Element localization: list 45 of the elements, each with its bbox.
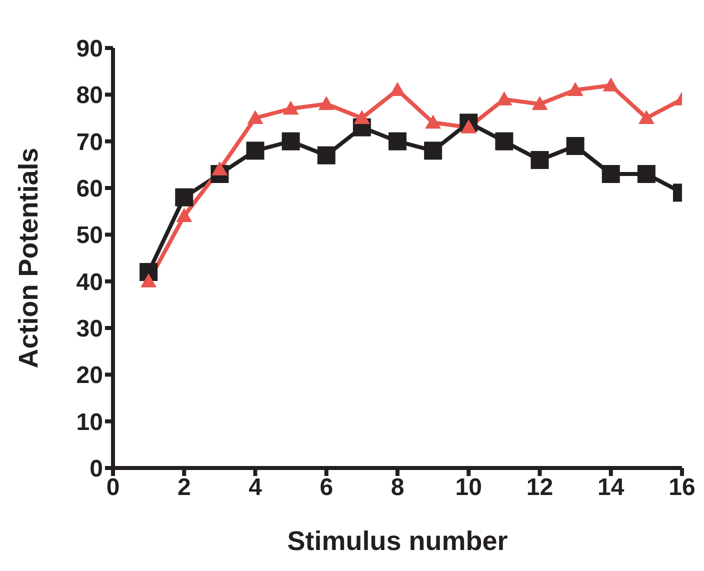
y-axis-title: Action Potentials <box>14 148 44 368</box>
x-tick-label: 2 <box>177 474 191 502</box>
y-tick-label: 50 <box>76 222 103 250</box>
point <box>247 110 264 124</box>
x-tick-label: 10 <box>455 474 482 502</box>
y-tick-label: 0 <box>90 456 103 483</box>
point <box>567 82 584 96</box>
point <box>354 110 370 124</box>
point <box>530 151 549 169</box>
point <box>212 161 228 176</box>
y-tick-label: 20 <box>76 362 103 390</box>
y-tick-label: 70 <box>76 128 103 156</box>
point <box>388 132 406 150</box>
point <box>638 110 654 124</box>
x-tick-label: 8 <box>390 474 404 502</box>
x-axis-title: Stimulus number <box>287 526 508 556</box>
point <box>282 100 299 115</box>
point <box>602 77 619 92</box>
point <box>566 137 584 155</box>
y-tick-label: 40 <box>76 268 103 296</box>
x-tick-label: 4 <box>248 474 263 502</box>
x-tick-label: 12 <box>526 474 554 502</box>
y-tick-label: 10 <box>76 408 103 436</box>
point <box>532 96 548 110</box>
point <box>176 208 192 222</box>
point <box>317 146 336 164</box>
y-tick-label: 60 <box>76 176 103 203</box>
point <box>460 119 477 134</box>
y-tick-label: 90 <box>76 36 103 63</box>
point <box>246 142 264 160</box>
point <box>495 132 514 150</box>
point <box>175 188 194 206</box>
point <box>390 82 406 96</box>
point <box>602 165 620 183</box>
point <box>318 96 334 110</box>
x-tick-label: 16 <box>668 474 696 502</box>
x-tick-label: 0 <box>106 474 120 502</box>
point <box>424 142 442 160</box>
y-tick-label: 80 <box>76 82 103 110</box>
point <box>637 165 656 183</box>
point <box>282 132 300 150</box>
y-tick-label: 30 <box>76 316 103 343</box>
x-tick-label: 6 <box>320 474 334 502</box>
point <box>425 114 442 129</box>
x-tick-label: 14 <box>598 474 625 502</box>
